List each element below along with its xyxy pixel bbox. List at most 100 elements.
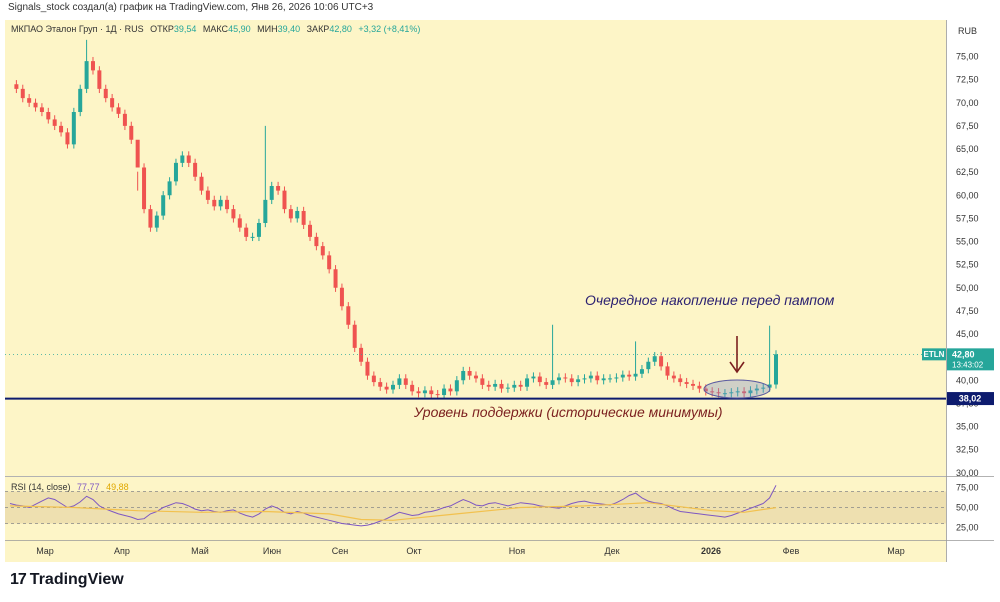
legend-low-label: МИН <box>257 24 277 34</box>
candle-body <box>320 246 325 256</box>
candle-body <box>742 391 747 394</box>
currency-label: RUB <box>958 26 977 36</box>
candle-body <box>774 354 778 385</box>
rsi-legend-name: RSI (14, close) <box>11 482 71 492</box>
candle-body <box>754 388 759 391</box>
candle-body <box>627 374 632 377</box>
candle-body <box>161 195 166 216</box>
candle-body <box>212 199 217 207</box>
candle-body <box>193 162 198 177</box>
tradingview-logo[interactable]: 17 TradingView <box>10 571 124 589</box>
legend-low: 39,40 <box>278 24 301 34</box>
rsi-tick-label: 25,00 <box>956 523 979 533</box>
last-price-value: 42,80 <box>952 349 975 359</box>
legend-symbol: МКПАО Эталон Груп · 1Д · RUS <box>11 24 144 34</box>
candle-body <box>518 384 523 387</box>
rsi-axis: 75,00 50,00 25,00 <box>956 483 979 533</box>
time-tick-label: Дек <box>604 546 619 556</box>
candle-body <box>288 209 293 219</box>
legend-open: 39,54 <box>174 24 197 34</box>
candle-body <box>684 382 689 384</box>
annotation-support[interactable]: Уровень поддержки (исторические минимумы… <box>413 404 723 420</box>
rsi-lines <box>9 485 777 527</box>
price-tick-label: 60,00 <box>956 190 979 200</box>
time-tick-label: Май <box>191 546 209 556</box>
candle-body <box>20 88 25 99</box>
tradingview-logo-text: TradingView <box>29 571 124 588</box>
candle-body <box>665 366 670 376</box>
candle-body <box>442 388 447 396</box>
candle-body <box>435 394 440 396</box>
rsi-tick-label: 50,00 <box>956 503 979 513</box>
candle-body <box>84 61 89 89</box>
candle-body <box>180 155 185 163</box>
candle-body <box>652 356 657 362</box>
candle-body <box>697 385 702 389</box>
candle-body <box>608 378 613 380</box>
candle-body <box>454 380 459 392</box>
candle-body <box>576 379 581 383</box>
svg-text:RSI (14, close) 77,77: RSI (14, close) 77,77 49,88 <box>11 482 129 492</box>
candle-body <box>256 223 261 237</box>
time-tick-label: Фев <box>783 546 800 556</box>
candle-body <box>39 107 44 112</box>
rsi-band <box>5 491 946 524</box>
annotation-accumulation[interactable]: Очередное накопление перед пампом <box>585 292 835 308</box>
candle-body <box>327 255 332 270</box>
candle-body <box>167 181 172 196</box>
candle-body <box>244 227 249 237</box>
candle-body <box>691 383 696 386</box>
candle-body <box>620 374 625 378</box>
candle-body <box>710 391 715 393</box>
candle-body <box>142 167 147 210</box>
candle-body <box>556 377 561 381</box>
candle-body <box>671 375 676 379</box>
candle-body <box>722 393 727 395</box>
accumulation-highlight[interactable] <box>703 379 771 399</box>
candle-body <box>761 387 766 389</box>
legend-close: 42,80 <box>329 24 352 34</box>
candle-body <box>537 376 542 383</box>
time-axis-bg <box>5 540 946 562</box>
legend-high-label: МАКС <box>203 24 229 34</box>
last-price-tag <box>947 348 994 371</box>
accumulation-arrow[interactable] <box>729 336 745 374</box>
candle-body <box>480 378 485 385</box>
candle-body <box>339 287 344 307</box>
candle-body <box>154 215 159 228</box>
candle-body <box>205 190 210 200</box>
price-tick-label: 40,00 <box>956 375 979 385</box>
svg-text:МКПАО Эталон Груп · 1Д · RUS: МКПАО Эталон Груп · 1Д · RUS ОТКР39,54 М… <box>11 24 420 34</box>
candle-body <box>397 378 402 385</box>
candle-body <box>71 112 76 145</box>
candle-body <box>27 98 32 103</box>
main-pane-bg <box>5 20 946 476</box>
candle-body <box>90 61 95 71</box>
time-tick-label: Сен <box>332 546 349 556</box>
candle-body <box>346 306 351 325</box>
candle-body <box>384 386 389 390</box>
candle-body <box>448 388 453 392</box>
candle-body <box>703 388 708 392</box>
price-tick-label: 45,00 <box>956 329 979 339</box>
support-price-tag <box>947 392 994 406</box>
candle-body <box>301 210 306 225</box>
candle-body <box>116 107 121 114</box>
chart-attribution: Signals_stock создал(а) график на Tradin… <box>8 2 374 13</box>
rsi-tick-label: 75,00 <box>956 483 979 493</box>
rsi-legend[interactable]: RSI (14, close) 77,77 49,88 <box>11 482 129 492</box>
price-tick-label: 30,00 <box>956 468 979 478</box>
candle-body <box>550 380 555 385</box>
candle-body <box>14 84 19 89</box>
candle-body <box>391 384 395 390</box>
ohlc-legend[interactable]: МКПАО Эталон Груп · 1Д · RUS ОТКР39,54 М… <box>11 24 420 34</box>
bar-countdown: 13:43:02 <box>952 360 984 369</box>
symbol-tag-label: ETLN <box>924 350 945 359</box>
candle-body <box>499 383 504 389</box>
candle-body <box>544 382 549 385</box>
candle-body <box>767 384 772 388</box>
candle-body <box>614 377 619 379</box>
candle-body <box>110 98 115 108</box>
candle-body <box>371 375 376 383</box>
